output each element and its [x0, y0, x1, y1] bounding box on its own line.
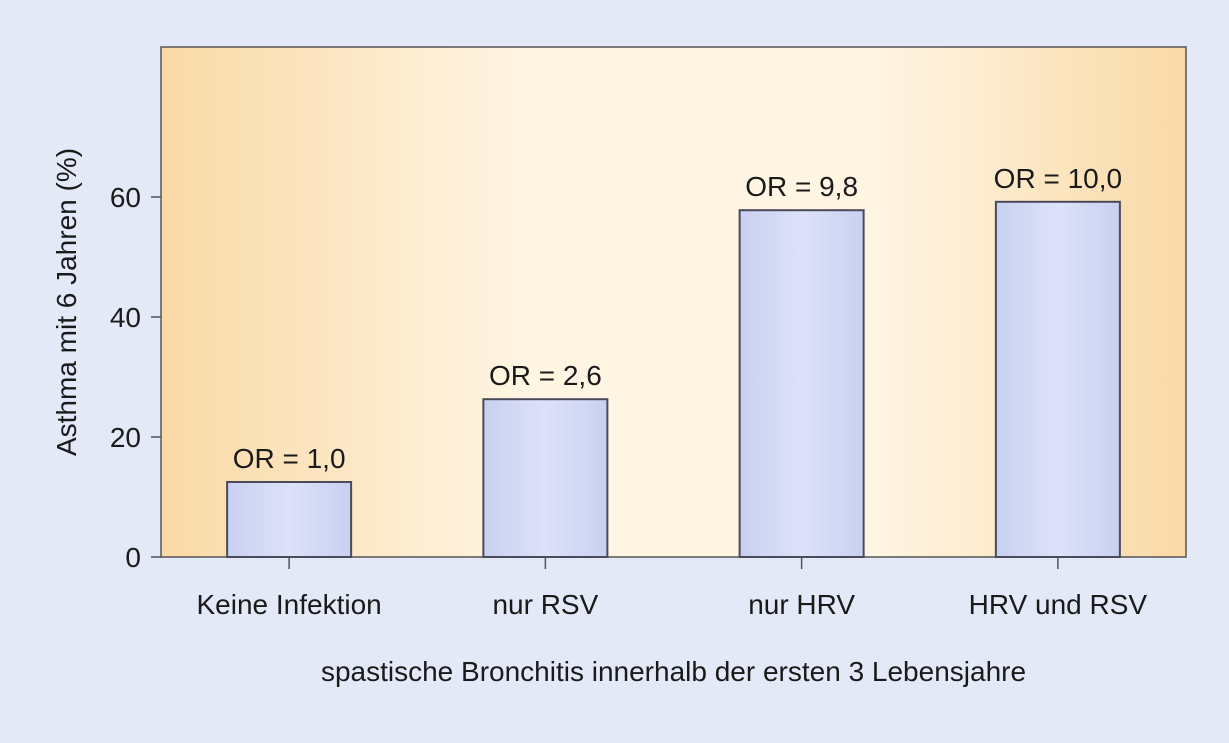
y-tick-label-2: 20: [110, 422, 141, 453]
x-tick-label-3: nur HRV: [748, 589, 855, 620]
x-axis-title: spastische Bronchitis innerhalb der erst…: [321, 656, 1026, 687]
y-tick-label-4: 60: [110, 182, 141, 213]
x-tick-label-2: nur RSV: [492, 589, 598, 620]
bar-3: [738, 209, 865, 558]
bar-label-4: OR = 10,0: [994, 163, 1122, 194]
bar-4: [994, 200, 1121, 559]
x-tick-label-1: Keine Infektion: [197, 589, 382, 620]
bar-1: [226, 481, 353, 558]
y-tick-label-3: 40: [110, 302, 141, 333]
x-tick-label-4: HRV und RSV: [969, 589, 1148, 620]
y-tick-label-1: 0: [125, 542, 141, 573]
bar-label-1: OR = 1,0: [233, 443, 346, 474]
bar-label-3: OR = 9,8: [745, 171, 858, 202]
y-axis-title: Asthma mit 6 Jahren (%): [51, 148, 82, 456]
bar-label-2: OR = 2,6: [489, 360, 602, 391]
bar-2: [482, 398, 609, 559]
